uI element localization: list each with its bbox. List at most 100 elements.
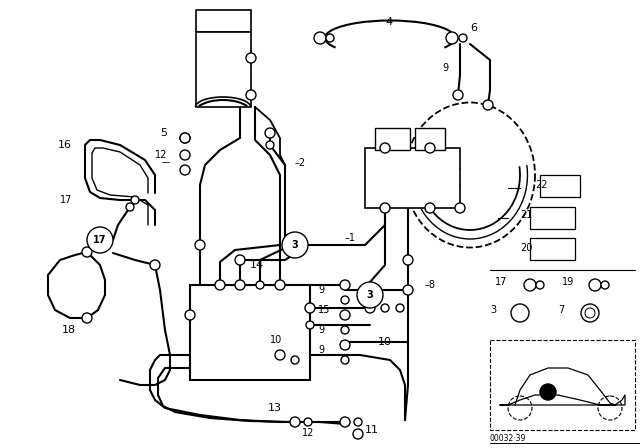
Text: –2: –2	[295, 158, 306, 168]
Circle shape	[126, 203, 134, 211]
Text: 5: 5	[160, 128, 167, 138]
Circle shape	[235, 255, 245, 265]
Circle shape	[246, 53, 256, 63]
Circle shape	[380, 203, 390, 213]
Circle shape	[275, 280, 285, 290]
Circle shape	[180, 133, 190, 143]
Text: 19: 19	[562, 277, 574, 287]
Circle shape	[524, 279, 536, 291]
Circle shape	[340, 340, 350, 350]
Circle shape	[185, 310, 195, 320]
Text: 12: 12	[302, 428, 314, 438]
Circle shape	[256, 281, 264, 289]
Circle shape	[380, 143, 390, 153]
Text: –8: –8	[425, 280, 436, 290]
Circle shape	[291, 356, 299, 364]
Circle shape	[195, 240, 205, 250]
Circle shape	[455, 203, 465, 213]
Circle shape	[215, 280, 225, 290]
Circle shape	[340, 310, 350, 320]
Text: 15: 15	[318, 305, 330, 315]
Text: 6: 6	[470, 23, 477, 33]
Text: 9: 9	[318, 325, 324, 335]
Circle shape	[354, 418, 362, 426]
Circle shape	[82, 247, 92, 257]
Circle shape	[365, 303, 375, 313]
Circle shape	[601, 281, 609, 289]
Circle shape	[131, 196, 139, 204]
Text: 00032·39: 00032·39	[490, 434, 526, 443]
Text: —: —	[162, 159, 170, 168]
Circle shape	[540, 384, 556, 400]
Circle shape	[403, 285, 413, 295]
Bar	[375, 128, 410, 150]
Circle shape	[589, 279, 601, 291]
Circle shape	[246, 90, 256, 100]
Circle shape	[306, 321, 314, 329]
Circle shape	[536, 281, 544, 289]
Circle shape	[341, 326, 349, 334]
Circle shape	[180, 150, 190, 160]
Bar	[530, 238, 575, 260]
Bar	[490, 340, 635, 430]
Circle shape	[304, 418, 312, 426]
Circle shape	[180, 133, 190, 143]
Text: 18: 18	[62, 325, 76, 335]
Text: 10: 10	[378, 337, 392, 347]
Bar	[196, 10, 251, 32]
Circle shape	[305, 303, 315, 313]
Circle shape	[459, 34, 467, 42]
Circle shape	[340, 280, 350, 290]
Circle shape	[275, 350, 285, 360]
Circle shape	[235, 280, 245, 290]
Circle shape	[396, 304, 404, 312]
Circle shape	[87, 227, 113, 253]
Circle shape	[341, 356, 349, 364]
Circle shape	[340, 417, 350, 427]
Circle shape	[82, 313, 92, 323]
Text: 20: 20	[520, 243, 532, 253]
Text: 22: 22	[535, 180, 547, 190]
Circle shape	[403, 255, 413, 265]
Text: 11: 11	[365, 425, 379, 435]
Circle shape	[265, 128, 275, 138]
Circle shape	[150, 260, 160, 270]
Text: 3: 3	[367, 290, 373, 300]
Circle shape	[446, 32, 458, 44]
Circle shape	[180, 165, 190, 175]
Circle shape	[425, 143, 435, 153]
Text: 14: 14	[250, 260, 264, 270]
Bar	[365, 148, 460, 208]
Text: 3: 3	[490, 305, 496, 315]
Text: 10: 10	[270, 335, 282, 345]
Bar	[415, 128, 445, 150]
Circle shape	[326, 34, 334, 42]
Text: 9: 9	[442, 63, 448, 73]
Text: 3: 3	[292, 240, 298, 250]
Circle shape	[381, 304, 389, 312]
Circle shape	[266, 141, 274, 149]
Circle shape	[353, 429, 363, 439]
Bar	[196, 32, 251, 107]
Text: 9: 9	[318, 345, 324, 355]
Text: 12: 12	[155, 150, 168, 160]
Text: 17: 17	[60, 195, 72, 205]
Text: 9: 9	[318, 285, 324, 295]
Text: –1: –1	[345, 233, 356, 243]
Circle shape	[357, 282, 383, 308]
Circle shape	[282, 232, 308, 258]
Text: 17: 17	[495, 277, 508, 287]
Circle shape	[453, 90, 463, 100]
Text: 17: 17	[93, 235, 107, 245]
Text: 16: 16	[58, 140, 72, 150]
Circle shape	[341, 296, 349, 304]
Circle shape	[314, 32, 326, 44]
Text: 4: 4	[385, 17, 392, 27]
Bar	[190, 285, 310, 380]
Circle shape	[290, 417, 300, 427]
Circle shape	[425, 203, 435, 213]
Bar	[540, 175, 580, 197]
Circle shape	[483, 100, 493, 110]
Text: 7: 7	[558, 305, 564, 315]
Text: 13: 13	[268, 403, 282, 413]
